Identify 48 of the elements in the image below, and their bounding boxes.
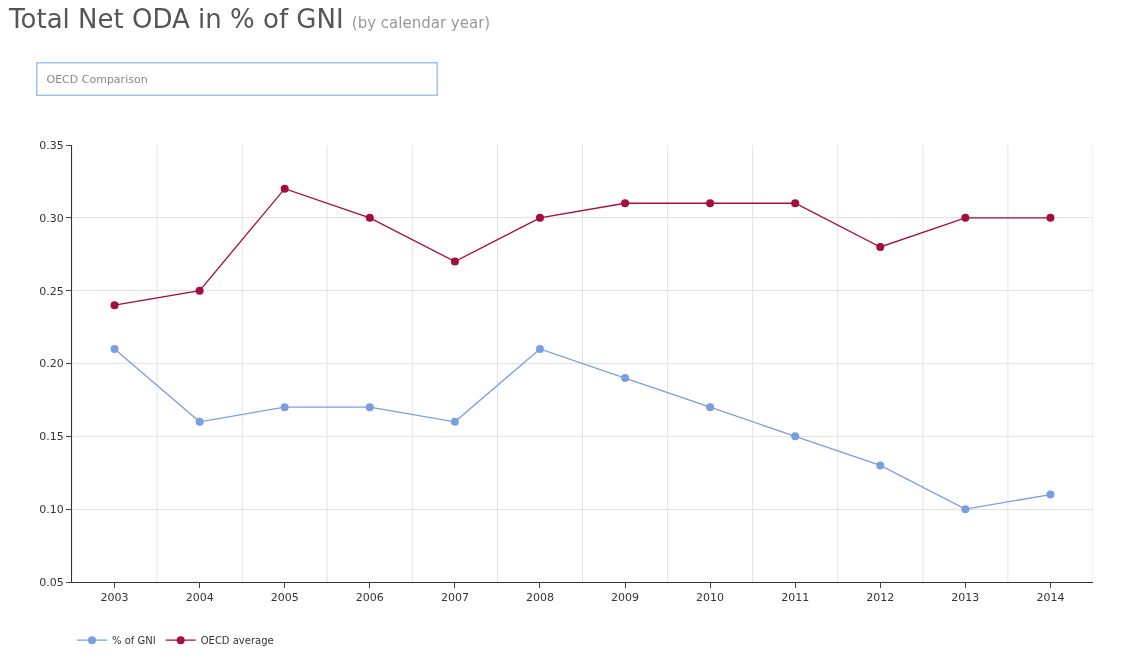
y-tick-label: 0.25	[39, 284, 64, 298]
x-tick-label: 2005	[270, 591, 299, 605]
point	[791, 432, 800, 441]
legend-label: % of GNI	[112, 635, 156, 647]
y-tick-label: 0.15	[39, 430, 64, 444]
x-tick-label: 2004	[185, 591, 214, 605]
point	[876, 461, 885, 470]
point	[280, 403, 289, 412]
y-tick-label: 0.10	[39, 503, 64, 517]
x-tick-label: 2013	[951, 591, 980, 605]
x-tick-label: 2010	[696, 591, 725, 605]
x-tick-label: 2011	[781, 591, 810, 605]
x-tick-label: 2003	[100, 591, 129, 605]
x-tick-label: 2006	[355, 591, 384, 605]
y-tick-label: 0.05	[39, 575, 64, 589]
point	[535, 344, 544, 353]
point	[791, 199, 800, 208]
x-tick-label: 2009	[611, 591, 640, 605]
point	[961, 213, 970, 222]
point	[450, 257, 459, 266]
point	[621, 199, 630, 208]
point	[110, 301, 119, 310]
point	[706, 199, 715, 208]
point	[1046, 490, 1055, 499]
x-tick-label: 2012	[866, 591, 895, 605]
chart-subtitle: (by calendar year)	[351, 14, 491, 33]
point	[876, 242, 885, 251]
x-tick-label: 2008	[525, 591, 554, 605]
point	[365, 213, 374, 222]
point	[706, 403, 715, 412]
y-tick-label: 0.30	[39, 211, 64, 225]
point	[621, 374, 630, 383]
point	[110, 344, 119, 353]
point	[450, 417, 459, 426]
point	[195, 286, 204, 295]
x-tick-label: 2014	[1036, 591, 1065, 605]
text: OECD Comparison	[46, 72, 428, 86]
point	[195, 417, 204, 426]
chart-title: Total Net ODA in % of GNI	[9, 4, 344, 35]
point	[280, 184, 289, 193]
point	[365, 403, 374, 412]
point	[1046, 213, 1055, 222]
legend-label: OECD average	[200, 635, 274, 647]
y-tick-label: 0.20	[39, 357, 64, 371]
y-tick-label: 0.35	[39, 138, 64, 152]
point	[961, 505, 970, 514]
point	[535, 213, 544, 222]
x-tick-label: 2007	[440, 591, 469, 605]
